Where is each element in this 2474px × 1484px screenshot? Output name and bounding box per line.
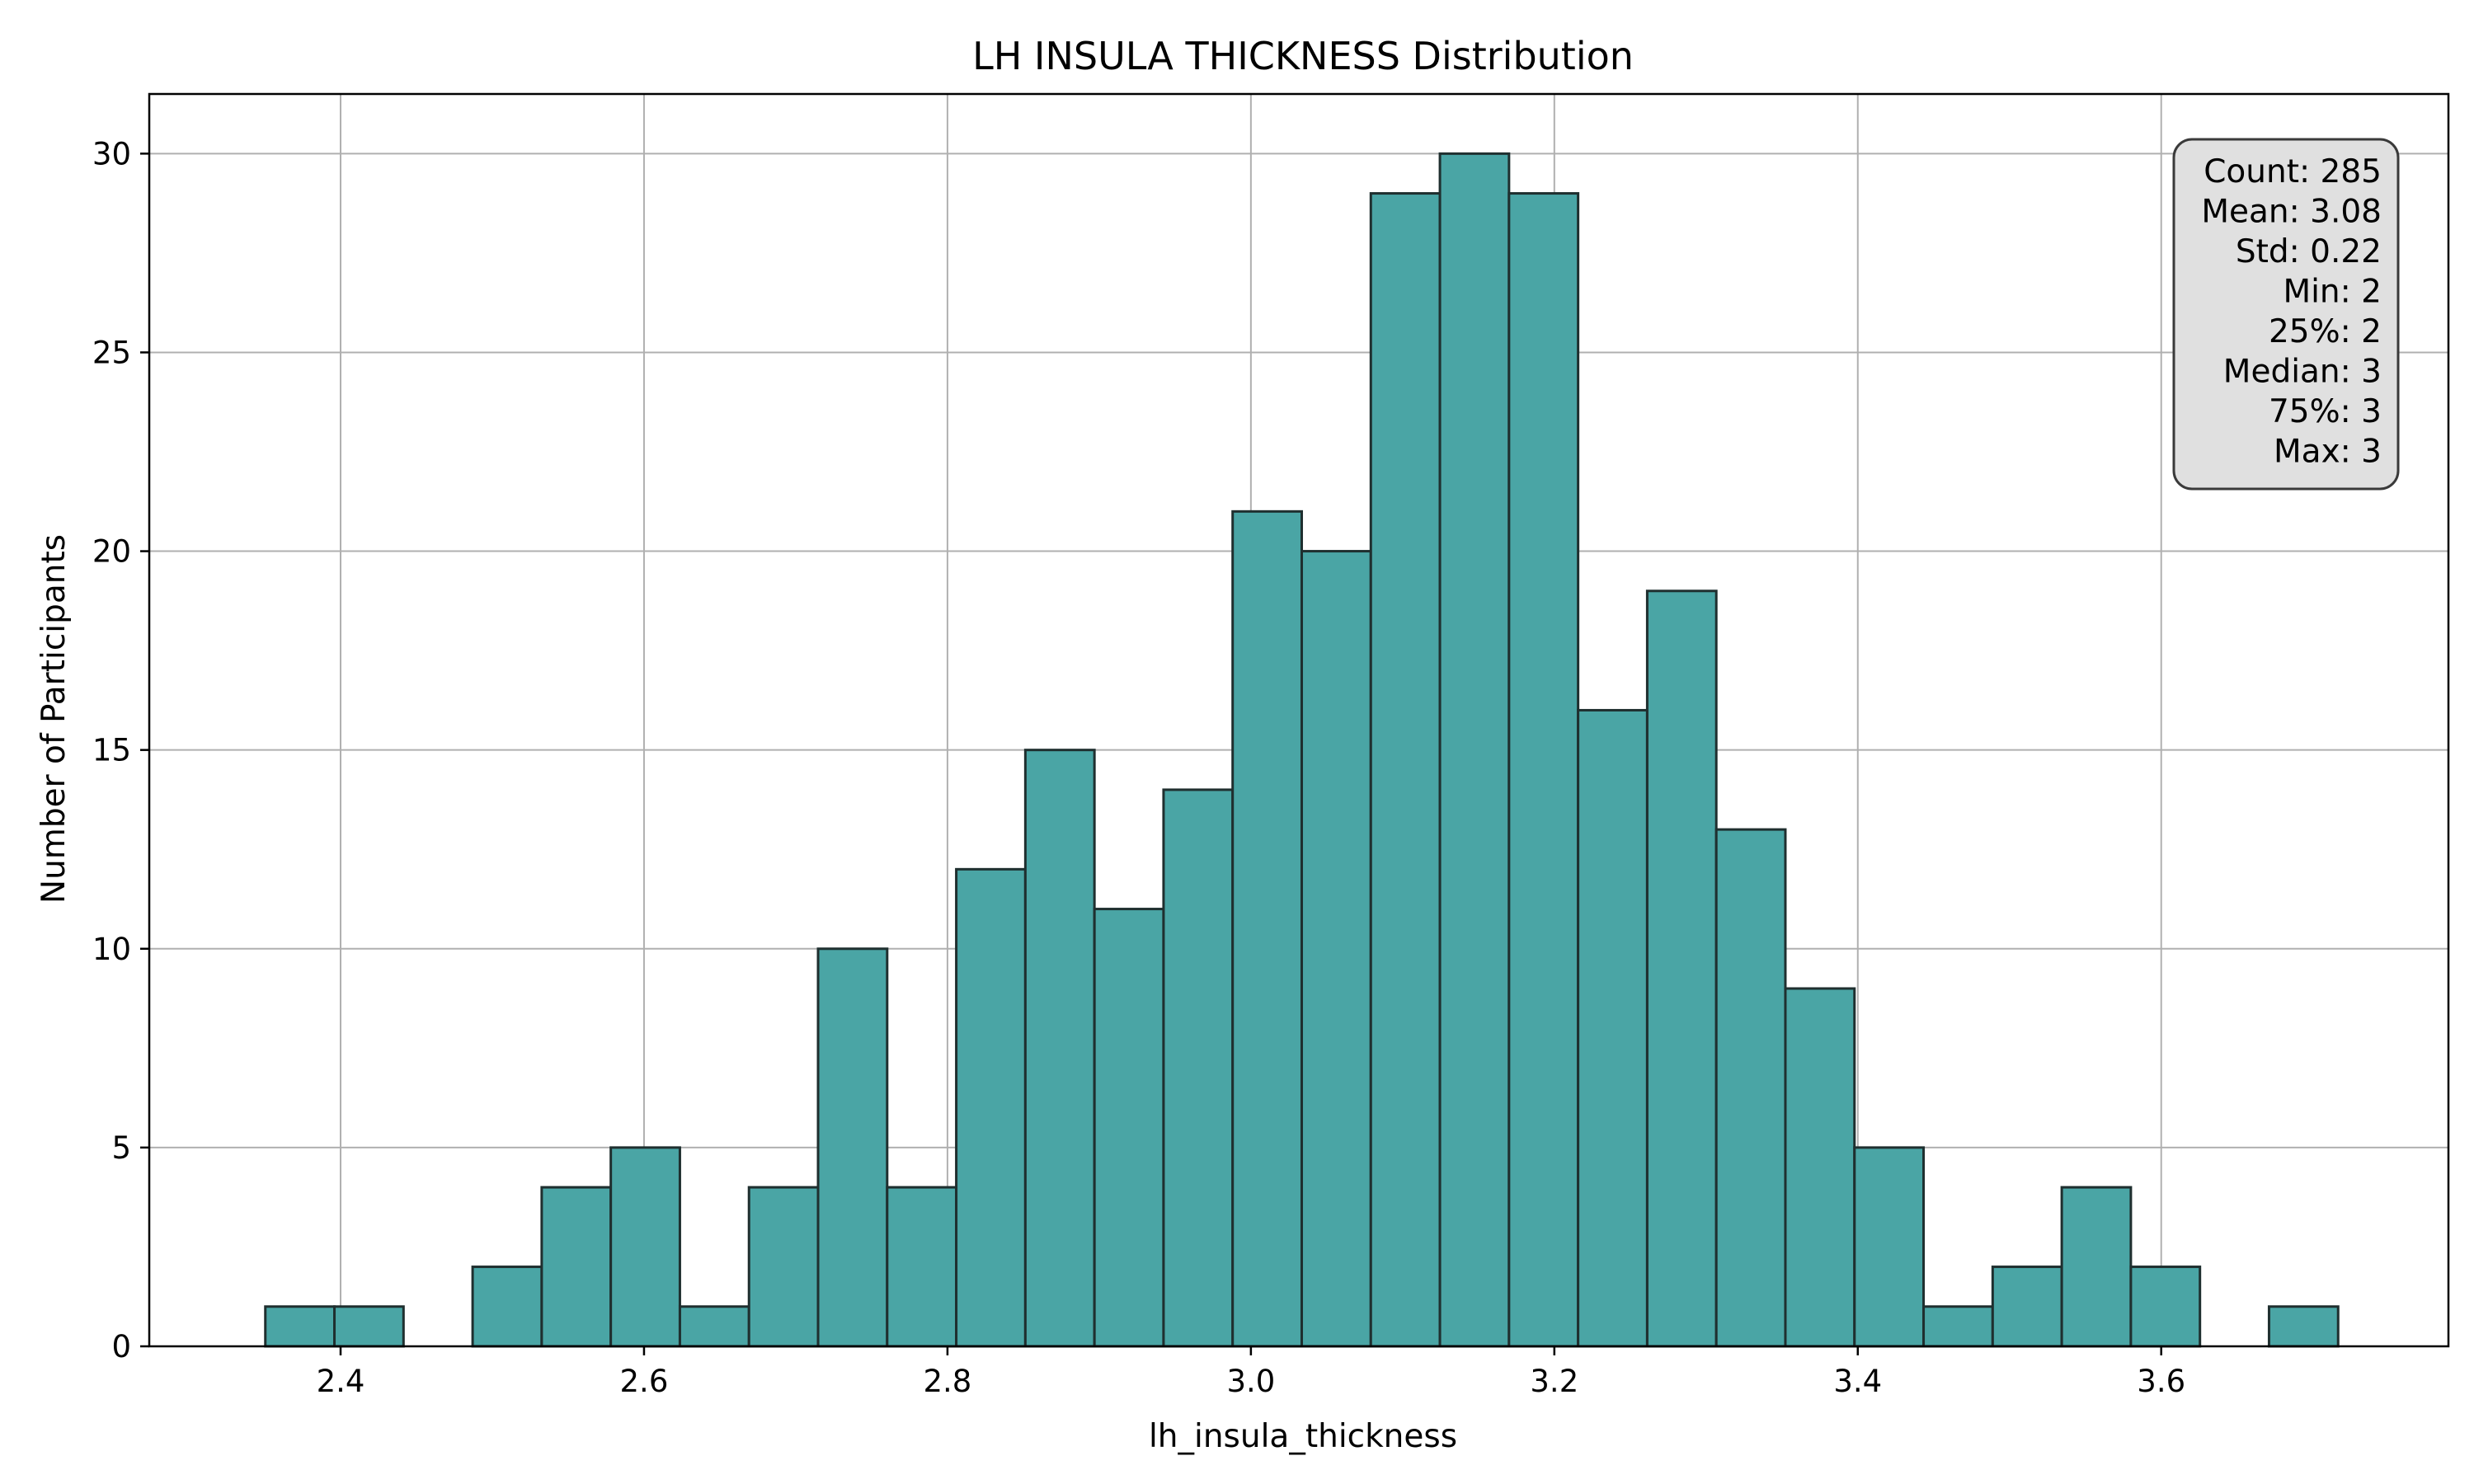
histogram-bar	[1369, 192, 1442, 1348]
y-tick-label: 10	[92, 932, 131, 967]
x-tick-label: 2.8	[923, 1364, 971, 1399]
histogram-bar	[1922, 1305, 1994, 1348]
statistics-line: Count: 285	[2204, 153, 2382, 190]
x-axis-label: lh_insula_thickness	[1149, 1418, 1457, 1455]
y-tick-label: 30	[92, 136, 131, 171]
histogram-bar	[1231, 510, 1303, 1348]
histogram-bar	[1645, 589, 1718, 1348]
y-tick-label: 0	[111, 1329, 131, 1364]
histogram-bar	[1093, 908, 1165, 1348]
histogram-bar	[1784, 987, 1856, 1348]
statistics-line: Median: 3	[2223, 354, 2382, 391]
histogram-bar	[1507, 192, 1580, 1348]
x-tick-label: 2.4	[317, 1364, 365, 1399]
y-axis-label: Number of Participants	[35, 534, 73, 904]
histogram-bar	[1300, 550, 1372, 1348]
statistics-line: 75%: 3	[2269, 393, 2382, 430]
histogram-bar	[264, 1305, 336, 1348]
histogram-bar	[540, 1186, 613, 1348]
histogram-bar	[1577, 708, 1649, 1348]
y-tick-label: 5	[111, 1130, 131, 1166]
histogram-bar	[1438, 152, 1511, 1348]
histogram-bar	[1714, 828, 1787, 1348]
histogram-bar	[678, 1305, 750, 1348]
x-tick-label: 3.0	[1226, 1364, 1275, 1399]
statistics-line: Min: 2	[2283, 274, 2382, 311]
histogram-bar	[816, 947, 889, 1348]
histogram-bar	[471, 1266, 543, 1348]
chart-title: LH INSULA THICKNESS Distribution	[972, 34, 1634, 78]
x-axis-ticks: 2.4 2.6 2.8 3.0 3.2 3.4 3.6	[317, 1346, 2185, 1399]
statistics-box-background	[2172, 138, 2400, 491]
x-tick-label: 3.6	[2137, 1364, 2185, 1399]
histogram-bar	[747, 1186, 820, 1348]
statistics-line: Max: 3	[2274, 434, 2382, 471]
y-tick-label: 25	[92, 335, 131, 370]
y-tick-label: 20	[92, 534, 131, 570]
histogram-bar	[333, 1305, 405, 1348]
histogram-bar	[955, 867, 1027, 1348]
histogram-bar	[1162, 788, 1235, 1348]
y-tick-label: 15	[92, 733, 131, 768]
histogram-bars	[264, 152, 2340, 1348]
plot-frame	[148, 92, 2450, 1348]
histogram-bar	[2129, 1266, 2202, 1348]
statistics-line: Mean: 3.08	[2201, 194, 2382, 231]
y-axis-ticks: 0 5 10 15 20 25 30	[92, 136, 149, 1364]
histogram-bar	[1991, 1266, 2063, 1348]
histogram-bar	[886, 1186, 958, 1348]
statistics-line: 25%: 2	[2269, 313, 2382, 350]
x-tick-label: 3.4	[1833, 1364, 1882, 1399]
statistics-line: Std: 0.22	[2236, 233, 2382, 270]
histogram-bar	[2060, 1186, 2133, 1348]
histogram-bar	[2267, 1305, 2340, 1348]
histogram-bar	[609, 1146, 681, 1348]
histogram-bar	[1023, 749, 1096, 1348]
x-tick-label: 3.2	[1530, 1364, 1578, 1399]
histogram-bar	[1853, 1146, 1926, 1348]
x-tick-label: 2.6	[620, 1364, 669, 1399]
